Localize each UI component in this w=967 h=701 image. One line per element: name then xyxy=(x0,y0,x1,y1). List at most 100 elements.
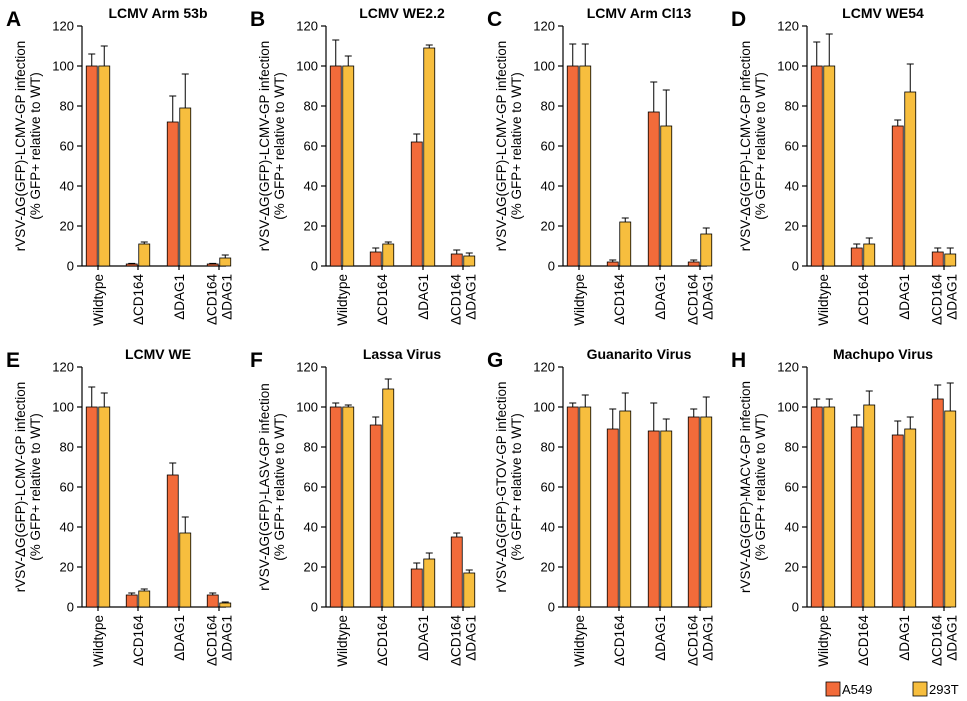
bar-293t-3 xyxy=(423,47,436,267)
x-category-label: ΔCD164 xyxy=(930,274,945,326)
bar-293t-4 xyxy=(463,572,476,608)
x-category-label: ΔDAG1 xyxy=(701,274,716,320)
panel-title: LCMV WE54 xyxy=(842,5,924,21)
chart-panel-c: C LCMV Arm Cl13 rVSV-ΔG(GFP)-LCMV-GP infec… xyxy=(487,5,716,326)
bar-a549-3 xyxy=(891,434,904,608)
bar-293t-4 xyxy=(944,410,957,608)
y-tick-label: 40 xyxy=(541,520,555,535)
y-tick-label: 60 xyxy=(304,139,318,154)
y-tick-label: 120 xyxy=(533,19,555,34)
y-tick-label: 20 xyxy=(304,219,318,234)
y-tick-label: 0 xyxy=(548,600,555,615)
y-tick-label: 120 xyxy=(52,19,74,34)
bar-293t-2 xyxy=(619,410,632,608)
x-category-label: ΔDAG1 xyxy=(416,274,431,320)
x-category-label: ΔDAG1 xyxy=(945,274,960,320)
y-tick-label: 0 xyxy=(311,259,318,274)
bar-293t-1 xyxy=(98,406,111,608)
y-axis-label: rVSV-ΔG(GFP)-LCMV-GP infection(% GFP+ re… xyxy=(738,41,768,252)
bar-293t-4 xyxy=(944,253,957,267)
x-category-label: ΔDAG1 xyxy=(653,274,668,320)
bar-a549-3 xyxy=(410,141,423,267)
y-axis-label: rVSV-ΔG(GFP)-LCMV-GP infection(% GFP+ re… xyxy=(257,41,287,252)
y-axis-label: rVSV-ΔG(GFP)-GTOV-GP infection(% GFP+ re… xyxy=(494,381,524,592)
chart-panel-a: A LCMV Arm 53b rVSV-ΔG(GFP)-LCMV-GP infect… xyxy=(6,5,235,326)
bar-a549-4 xyxy=(931,251,944,267)
bar-293t-3 xyxy=(904,91,917,267)
panel-letter: G xyxy=(487,349,503,372)
x-category-label: ΔCD164 xyxy=(612,274,627,326)
x-category-label: ΔCD164 xyxy=(205,615,220,667)
bar-293t-2 xyxy=(863,243,876,267)
bar-a549-4 xyxy=(206,263,219,267)
panel-letter: A xyxy=(6,8,21,31)
chart-panel-e: E LCMV WE rVSV-ΔG(GFP)-LCMV-GP infection(%… xyxy=(6,346,235,667)
bar-a549-3 xyxy=(647,111,660,267)
bar-293t-4 xyxy=(219,257,232,267)
x-category-label: ΔCD164 xyxy=(686,615,701,667)
y-tick-label: 20 xyxy=(541,219,555,234)
x-category-label: ΔDAG1 xyxy=(220,615,235,661)
y-tick-label: 60 xyxy=(541,139,555,154)
bar-293t-4 xyxy=(219,602,232,608)
panel-letter: C xyxy=(487,8,502,31)
y-tick-label: 80 xyxy=(541,440,555,455)
y-tick-label: 80 xyxy=(541,99,555,114)
x-category-label: Wildtype xyxy=(816,615,831,667)
y-axis-label: rVSV-ΔG(GFP)-LCMV-GP infection(% GFP+ re… xyxy=(494,41,524,252)
y-tick-label: 100 xyxy=(52,59,74,74)
chart-panel-g: G Guanarito Virus rVSV-ΔG(GFP)-GTOV-GP inf… xyxy=(487,346,716,667)
y-axis-label: rVSV-ΔG(GFP)-LASV-GP infection(% GFP+ re… xyxy=(257,383,287,591)
bar-293t-1 xyxy=(98,65,111,267)
legend-swatch-a549 xyxy=(825,681,841,697)
bar-293t-2 xyxy=(619,221,632,267)
x-category-label: ΔDAG1 xyxy=(220,274,235,320)
legend-label-293t: 293T xyxy=(929,682,959,697)
panel-title: LCMV WE xyxy=(125,346,191,362)
y-axis-label: rVSV-ΔG(GFP)-LCMV-GP infection(% GFP+ re… xyxy=(13,382,43,593)
y-tick-label: 80 xyxy=(60,440,74,455)
y-tick-label: 20 xyxy=(541,560,555,575)
legend: A549 293T xyxy=(825,681,959,697)
x-category-label: ΔCD164 xyxy=(686,274,701,326)
x-category-label: Wildtype xyxy=(335,274,350,326)
bar-293t-3 xyxy=(179,107,192,267)
bar-a549-3 xyxy=(647,430,660,608)
bar-a549-1 xyxy=(810,65,823,267)
x-category-label: ΔCD164 xyxy=(856,615,871,667)
bar-a549-3 xyxy=(891,125,904,267)
x-category-label: ΔDAG1 xyxy=(464,615,479,661)
x-category-label: Wildtype xyxy=(91,274,106,326)
y-tick-label: 100 xyxy=(533,59,555,74)
x-category-label: Wildtype xyxy=(335,615,350,667)
bar-293t-1 xyxy=(823,65,836,267)
bar-a549-1 xyxy=(566,65,579,267)
panel-title: Lassa Virus xyxy=(363,346,442,362)
y-tick-label: 100 xyxy=(296,400,318,415)
bar-293t-2 xyxy=(382,243,395,267)
panel-letter: F xyxy=(250,349,263,372)
y-tick-label: 120 xyxy=(777,19,799,34)
bar-a549-1 xyxy=(329,65,342,267)
y-tick-label: 40 xyxy=(785,179,799,194)
y-tick-label: 40 xyxy=(541,179,555,194)
chart-panel-f: F Lassa Virus rVSV-ΔG(GFP)-LASV-GP infecti… xyxy=(250,346,479,667)
x-category-label: ΔCD164 xyxy=(449,274,464,326)
y-tick-label: 20 xyxy=(304,560,318,575)
bar-293t-1 xyxy=(579,406,592,608)
y-tick-label: 0 xyxy=(548,259,555,274)
y-tick-label: 60 xyxy=(60,480,74,495)
bar-a549-4 xyxy=(687,261,700,267)
bar-a549-2 xyxy=(125,594,138,608)
panel-letter: E xyxy=(6,349,20,372)
bar-a549-1 xyxy=(566,406,579,608)
panel-title: LCMV WE2.2 xyxy=(359,5,445,21)
y-tick-label: 40 xyxy=(60,179,74,194)
x-category-label: ΔCD164 xyxy=(205,274,220,326)
bar-a549-1 xyxy=(810,406,823,608)
bar-a549-2 xyxy=(850,426,863,608)
chart-panel-h: H Machupo Virus rVSV-ΔG(GFP)-MACV-GP infec… xyxy=(731,346,960,667)
y-tick-label: 80 xyxy=(304,440,318,455)
x-category-label: ΔDAG1 xyxy=(653,615,668,661)
